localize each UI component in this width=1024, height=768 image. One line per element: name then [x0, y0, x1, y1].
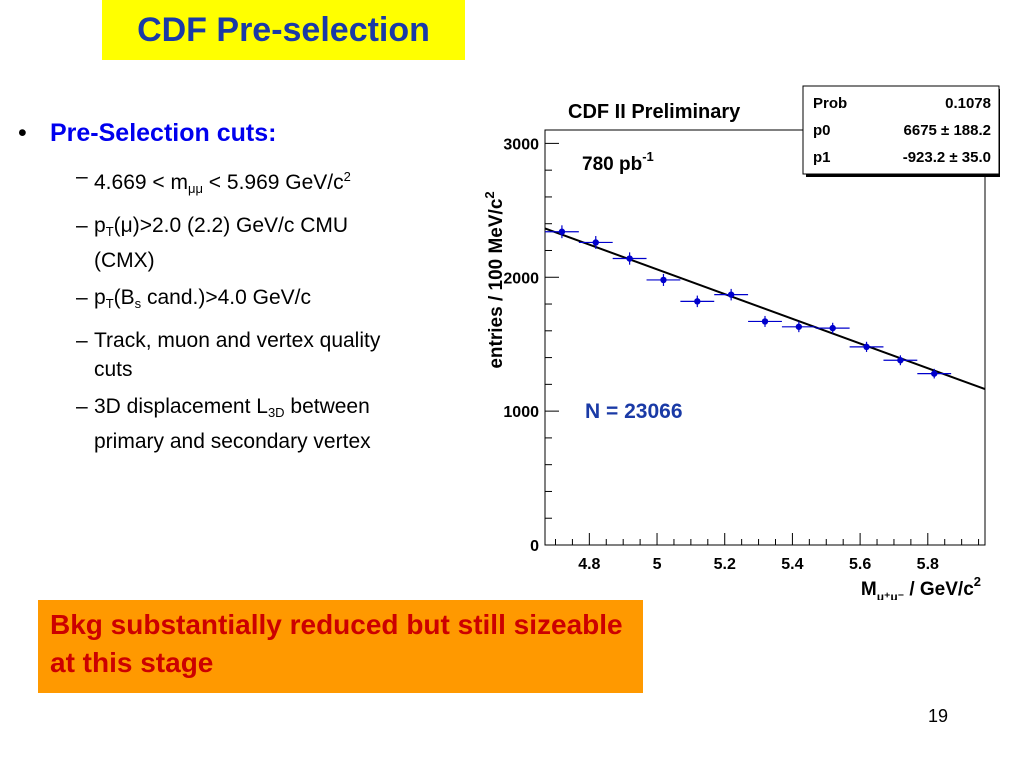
bullet-text-sub: T: [105, 224, 114, 239]
stats-value: 6675 ± 188.2: [904, 122, 991, 139]
sub-bullet-item: – Track, muon and vertex quality cuts: [18, 326, 414, 384]
x-axis-label: Mμ⁺μ⁻ / GeV/c2: [861, 574, 981, 600]
dash-icon: –: [76, 329, 88, 352]
sub-bullet-list: –4.669 < mμμ < 5.969 GeV/c2– pT(μ)>2.0 (2…: [18, 162, 458, 456]
x-tick-label: 4.8: [578, 556, 600, 573]
chart: 4.8 5 5.2 5.4 5.6 5.8 0 1000 2000 3000 entries / 1…: [482, 85, 1000, 600]
y-tick-label: 3000: [503, 136, 539, 153]
page-number: 19: [928, 706, 949, 726]
data-point: [863, 343, 870, 351]
data-point: [694, 298, 701, 305]
dash-icon: –: [76, 214, 88, 237]
plot-frame: [544, 129, 986, 546]
data-point: [660, 276, 667, 284]
bullet-text: (μ)>2.0 (2.2) GeV/c CMU (CMX): [94, 214, 349, 272]
bullet-text: < 5.969 GeV/c: [202, 171, 344, 194]
fit-line: [544, 227, 986, 391]
bullet-text: cand.)>4.0 GeV/c: [141, 286, 311, 309]
stats-label: p1: [813, 149, 831, 166]
data-point: [558, 228, 566, 235]
x-tick-label: 5.8: [917, 556, 939, 573]
x-tick-label: 5.4: [781, 556, 803, 573]
sub-bullet-item: –4.669 < mμμ < 5.969 GeV/c2: [18, 162, 414, 203]
dash-icon: –: [76, 395, 88, 418]
bullet-text: p: [94, 286, 106, 309]
bullet-text: (B: [113, 286, 135, 309]
data-point: [897, 357, 904, 364]
bullet-text-sub: T: [105, 296, 114, 311]
data-point: [761, 318, 769, 325]
bullet-text: between primary and secondary vertex: [94, 395, 371, 453]
stats-value: -923.2 ± 35.0: [903, 149, 991, 166]
data-point: [626, 255, 633, 262]
bullet-dot-icon: •: [18, 119, 27, 147]
sub-bullet-item: – pT(μ)>2.0 (2.2) GeV/c CMU (CMX): [18, 211, 414, 275]
bullet-text-sup: 2: [343, 169, 351, 184]
luminosity-label: 780 pb-1: [582, 149, 654, 175]
stats-label: p0: [813, 122, 831, 139]
title-box: CDF Pre-selection: [102, 0, 465, 60]
bullet-heading-text: Pre-Selection cuts:: [50, 119, 277, 147]
events-annotation: N = 23066: [585, 400, 683, 423]
slide-title: CDF Pre-selection: [137, 10, 430, 49]
data-point: [931, 370, 938, 377]
data-point: [829, 324, 836, 332]
dash-icon: –: [76, 165, 88, 188]
bullet-text-sub: μμ: [187, 181, 203, 196]
x-tick-label: 5.2: [714, 556, 736, 573]
stats-box: [802, 85, 1000, 175]
stats-label: Prob: [813, 95, 847, 112]
y-tick-label: 1000: [503, 404, 539, 421]
conclusion-text: Bkg substantially reduced but still size…: [50, 609, 623, 678]
conclusion-box: Bkg substantially reduced but still size…: [38, 600, 643, 693]
bullet-text-sub: 3D: [267, 405, 285, 420]
bullet-text: 4.669 < m: [94, 171, 188, 194]
chart-title: CDF II Preliminary: [568, 101, 741, 123]
y-axis-label: entries / 100 MeV/c2: [482, 191, 507, 368]
x-tick-label: 5.6: [849, 556, 871, 573]
data-point: [795, 323, 803, 330]
data-point: [592, 239, 599, 246]
bullet-heading: • Pre-Selection cuts:: [18, 116, 458, 150]
bullet-text: p: [94, 214, 106, 237]
sub-bullet-item: – pT(Bs cand.)>4.0 GeV/c: [18, 283, 414, 318]
y-tick-label: 2000: [503, 270, 539, 287]
bullet-text: Track, muon and vertex quality cuts: [94, 329, 381, 381]
sub-bullet-item: –3D displacement L3D between primary and…: [18, 392, 414, 456]
bullet-text: 3D displacement L: [94, 395, 268, 418]
y-tick-label: 0: [530, 538, 539, 555]
dash-icon: –: [76, 286, 88, 309]
x-tick-label: 5: [653, 556, 662, 573]
bullet-text-sub: s: [134, 296, 142, 311]
stats-value: 0.1078: [945, 95, 991, 112]
data-point: [727, 291, 735, 298]
bullet-list: • Pre-Selection cuts: –4.669 < mμμ < 5.9…: [18, 116, 458, 464]
